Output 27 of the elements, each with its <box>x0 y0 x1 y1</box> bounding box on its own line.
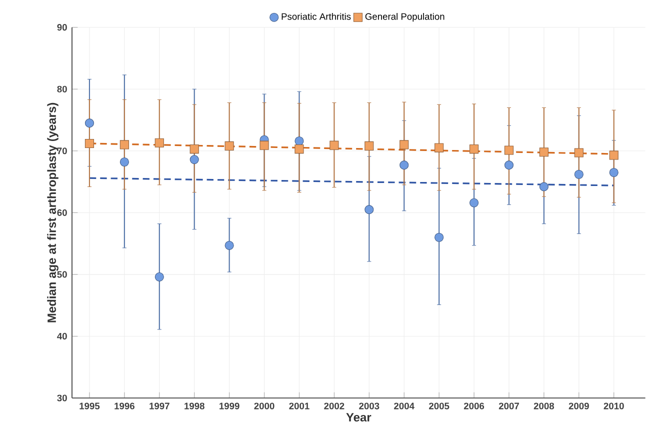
x-tick-label: 2001 <box>289 402 310 410</box>
y-tick-label: 80 <box>57 86 67 92</box>
x-tick-label: 1999 <box>220 402 240 410</box>
x-tick-label: 2006 <box>464 402 484 410</box>
legend-label: General Population <box>365 12 444 22</box>
x-tick-label: 2002 <box>324 402 344 410</box>
y-tick-label: 40 <box>57 332 67 340</box>
x-tick-label: 2003 <box>359 402 380 410</box>
x-axis-title: Year <box>346 413 372 422</box>
y-tick-label: 60 <box>57 209 67 216</box>
y-axis-title: Median age at first arthroplasty (years) <box>47 102 58 322</box>
x-tick-label: 1998 <box>184 402 204 410</box>
x-tick-label: 2004 <box>394 402 414 410</box>
x-tick-label: 2005 <box>429 402 450 410</box>
x-tick-label: 2009 <box>568 402 589 410</box>
x-tick-label: 1996 <box>114 402 134 410</box>
legend-label: Psoriatic Arthritis <box>282 12 351 20</box>
x-tick-label: 2010 <box>604 402 624 410</box>
x-tick-label: 1995 <box>80 402 100 410</box>
y-tick-label: 30 <box>57 394 67 402</box>
y-tick-label: 90 <box>57 24 67 31</box>
y-tick-label: 50 <box>57 271 67 278</box>
x-tick-label: 2007 <box>498 402 519 410</box>
x-tick-label: 1997 <box>150 402 170 410</box>
y-tick-label: 70 <box>57 148 67 154</box>
x-tick-label: 2000 <box>254 402 274 410</box>
x-tick-label: 2008 <box>534 402 554 410</box>
